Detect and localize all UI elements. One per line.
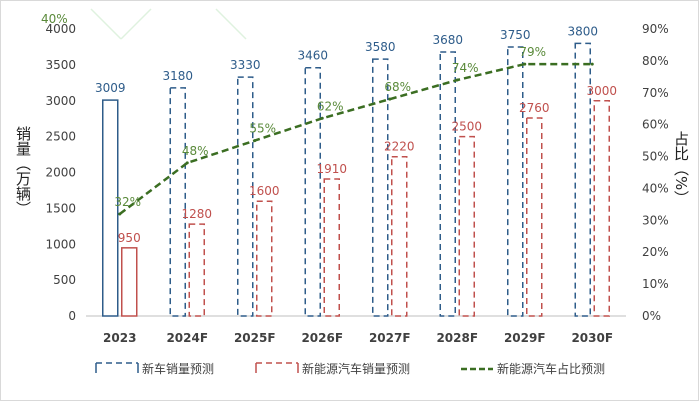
nev-sales-bar xyxy=(256,200,273,317)
x-tick-label: 2023 xyxy=(103,331,136,345)
y2-tick-label: 60% xyxy=(642,118,669,132)
legend-label: 新能源汽车占比预测 xyxy=(497,361,605,376)
new-car-sales-bar xyxy=(169,87,186,317)
nev-share-line xyxy=(118,62,593,215)
nev-share-point xyxy=(118,212,122,216)
nev-share-value-label: 79% xyxy=(519,45,546,59)
nev-share-point xyxy=(523,62,527,66)
y-axis-title: 销量（万辆） xyxy=(14,126,32,216)
y2-tick-label: 40% xyxy=(642,181,669,195)
nev-sales-value-label: 1910 xyxy=(316,162,347,176)
new-car-sales-bar xyxy=(304,66,321,317)
nev-share-point xyxy=(185,161,189,165)
nev-share-value-label: 68% xyxy=(384,80,411,94)
y-tick-label: 3000 xyxy=(45,94,76,108)
nev-share-value-label: 48% xyxy=(182,144,209,158)
nev-sales-bar xyxy=(593,100,610,317)
new-car-sales-value-label: 3580 xyxy=(365,40,396,54)
new-car-sales-bar xyxy=(439,51,456,317)
new-car-sales-bar xyxy=(507,46,524,317)
nev-sales-value-label: 2220 xyxy=(384,140,415,154)
new-car-sales-bar xyxy=(102,99,119,317)
watermark-decoration xyxy=(90,8,247,40)
y2-tick-label: 90% xyxy=(642,22,669,36)
y2-axis-title: 占比（%） xyxy=(672,131,690,205)
nev-share-point xyxy=(455,78,459,82)
nev-sales-bar xyxy=(458,135,475,317)
nev-share-value-label: 62% xyxy=(317,99,344,113)
x-tick-label: 2024F xyxy=(166,331,208,345)
legend-label: 新车销量预测 xyxy=(142,361,214,376)
new-car-sales-value-label: 3460 xyxy=(297,49,328,63)
new-car-sales-value-label: 3009 xyxy=(95,81,126,95)
nev-sales-bar xyxy=(526,117,543,317)
nev-sales-value-label: 950 xyxy=(118,231,141,245)
new-car-sales-bar xyxy=(237,76,254,317)
y-tick-label: 0 xyxy=(68,309,76,323)
nev-sales-bar xyxy=(391,155,408,317)
y2-tick-label: 80% xyxy=(642,54,669,68)
y2-tick-label: 20% xyxy=(642,245,669,259)
y-tick-label: 500 xyxy=(53,273,76,287)
x-tick-label: 2029F xyxy=(504,331,546,345)
nev-sales-bar xyxy=(188,223,205,317)
nev-sales-value-label: 1280 xyxy=(181,207,212,221)
nev-sales-value-label: 3000 xyxy=(586,84,617,98)
y-tick-label: 1500 xyxy=(45,201,76,215)
y-tick-label: 4000 xyxy=(45,22,76,36)
y-tick-label: 1000 xyxy=(45,237,76,251)
nev-sales-value-label: 2760 xyxy=(519,101,550,115)
new-car-sales-value-label: 3750 xyxy=(500,28,531,42)
y2-tick-label: 30% xyxy=(642,213,669,227)
new-car-sales-value-label: 3330 xyxy=(230,58,261,72)
nev-share-value-label: 32% xyxy=(114,195,141,209)
nev-sales-value-label: 2500 xyxy=(451,120,482,134)
y-tick-label: 2000 xyxy=(45,166,76,180)
new-car-sales-value-label: 3180 xyxy=(162,69,193,83)
nev-share-point xyxy=(590,62,594,66)
nev-sales-bar xyxy=(323,178,340,317)
corner-label: 40% xyxy=(41,12,68,26)
y2-tick-label: 50% xyxy=(642,150,669,164)
new-car-sales-bar xyxy=(372,58,389,317)
x-tick-label: 2028F xyxy=(436,331,478,345)
x-tick-label: 2030F xyxy=(571,331,613,345)
x-tick-label: 2025F xyxy=(234,331,276,345)
x-tick-label: 2026F xyxy=(301,331,343,345)
y-tick-label: 3500 xyxy=(45,58,76,72)
y2-tick-label: 70% xyxy=(642,86,669,100)
nev-share-value-label: 55% xyxy=(249,122,276,136)
nev-sales-value-label: 1600 xyxy=(249,184,280,198)
nev-sales-bar xyxy=(121,247,138,317)
y-tick-label: 2500 xyxy=(45,130,76,144)
nev-share-point xyxy=(253,139,257,143)
new-car-sales-bar xyxy=(574,42,591,317)
y2-tick-label: 10% xyxy=(642,277,669,291)
x-tick-label: 2027F xyxy=(369,331,411,345)
new-car-sales-value-label: 3800 xyxy=(567,24,598,38)
nev-share-point xyxy=(388,97,392,101)
nev-share-value-label: 74% xyxy=(452,61,479,75)
new-car-sales-value-label: 3680 xyxy=(432,33,463,47)
nev-share-point xyxy=(320,116,324,120)
legend-label: 新能源汽车销量预测 xyxy=(302,361,410,376)
y2-tick-label: 0% xyxy=(642,309,661,323)
